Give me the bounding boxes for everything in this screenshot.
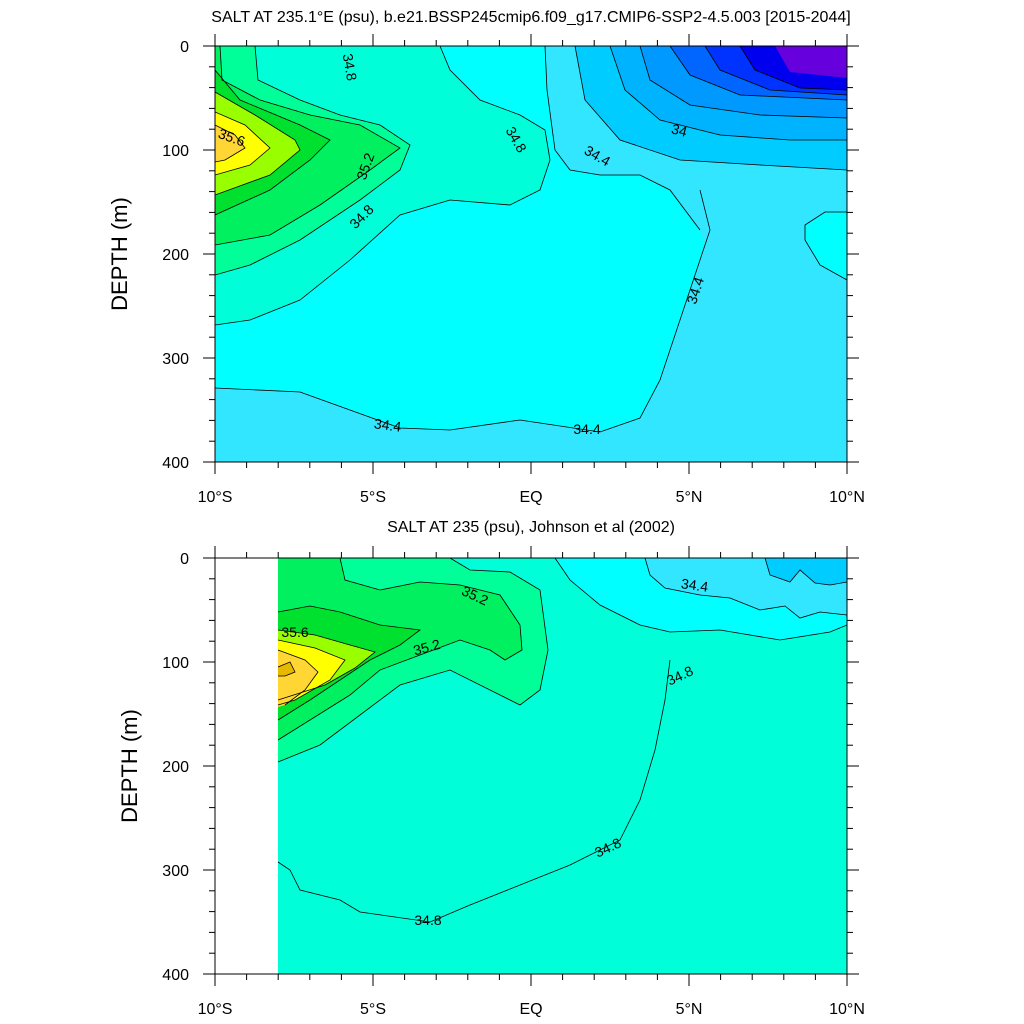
y-tick-label: 400 <box>162 455 189 472</box>
y-tick-label: 200 <box>162 247 189 264</box>
fill-right-bulge <box>805 212 847 280</box>
fill-right-34.2 <box>765 558 847 585</box>
x-tick-label: 10°N <box>829 489 865 506</box>
x-tick-label: 10°S <box>198 489 233 506</box>
x-tick-label: 5°S <box>360 1001 386 1018</box>
panel-2-axes: 10°S 5°S EQ 5°N 10°N 0 100 200 300 400 <box>162 546 865 1018</box>
fill-south-36.0 <box>215 125 245 162</box>
panel-1-title: SALT AT 235.1°E (psu), b.e21.BSSP245cmip… <box>211 9 850 26</box>
y-tick-label: 0 <box>180 551 189 568</box>
contour-label: 34.4 <box>373 415 402 435</box>
panel-1-contour-lines <box>215 46 847 433</box>
panel-2-contour-lines <box>277 558 847 923</box>
panel-1-ylabel: DEPTH (m) <box>107 197 132 311</box>
fill-south-35.2 <box>278 558 522 740</box>
panel-2-ylabel: DEPTH (m) <box>117 709 142 823</box>
x-tick-label: EQ <box>519 489 542 506</box>
contour-label: 34 <box>670 120 689 140</box>
panel-2: SALT AT 235 (psu), Johnson et al (2002) <box>117 519 865 1018</box>
fill-right-33.0 <box>775 46 847 78</box>
y-tick-label: 100 <box>162 655 189 672</box>
panel-2-contour-labels: 35.2 35.6 35.2 34.4 34.8 34.8 34.8 <box>281 575 709 928</box>
contour-label: 35.2 <box>411 636 442 659</box>
contour-label: 35.6 <box>281 624 308 640</box>
fill-bottom-line-region <box>278 660 847 974</box>
contour-label: 34.4 <box>680 575 709 595</box>
contour-label: 34.4 <box>573 421 600 437</box>
y-tick-label: 200 <box>162 759 189 776</box>
x-tick-label: 5°N <box>676 489 703 506</box>
panel-2-title: SALT AT 235 (psu), Johnson et al (2002) <box>387 519 675 536</box>
y-tick-label: 400 <box>162 967 189 984</box>
panel-1-axes: 10°S 5°S EQ 5°N 10°N 0 100 200 300 400 <box>162 34 865 506</box>
x-tick-label: 10°S <box>198 1001 233 1018</box>
contour-label: 34.8 <box>340 52 361 82</box>
y-tick-label: 0 <box>180 39 189 56</box>
x-tick-label: 5°S <box>360 489 386 506</box>
y-tick-label: 300 <box>162 351 189 368</box>
y-tick-label: 100 <box>162 143 189 160</box>
panel-1-contour-fill <box>215 46 847 462</box>
x-tick-label: 5°N <box>676 1001 703 1018</box>
panel-1: SALT AT 235.1°E (psu), b.e21.BSSP245cmip… <box>107 9 865 506</box>
panel-2-contour-fill <box>278 558 847 974</box>
y-tick-label: 300 <box>162 863 189 880</box>
x-tick-label: EQ <box>519 1001 542 1018</box>
x-tick-label: 10°N <box>829 1001 865 1018</box>
contour-label: 34.8 <box>414 912 441 928</box>
